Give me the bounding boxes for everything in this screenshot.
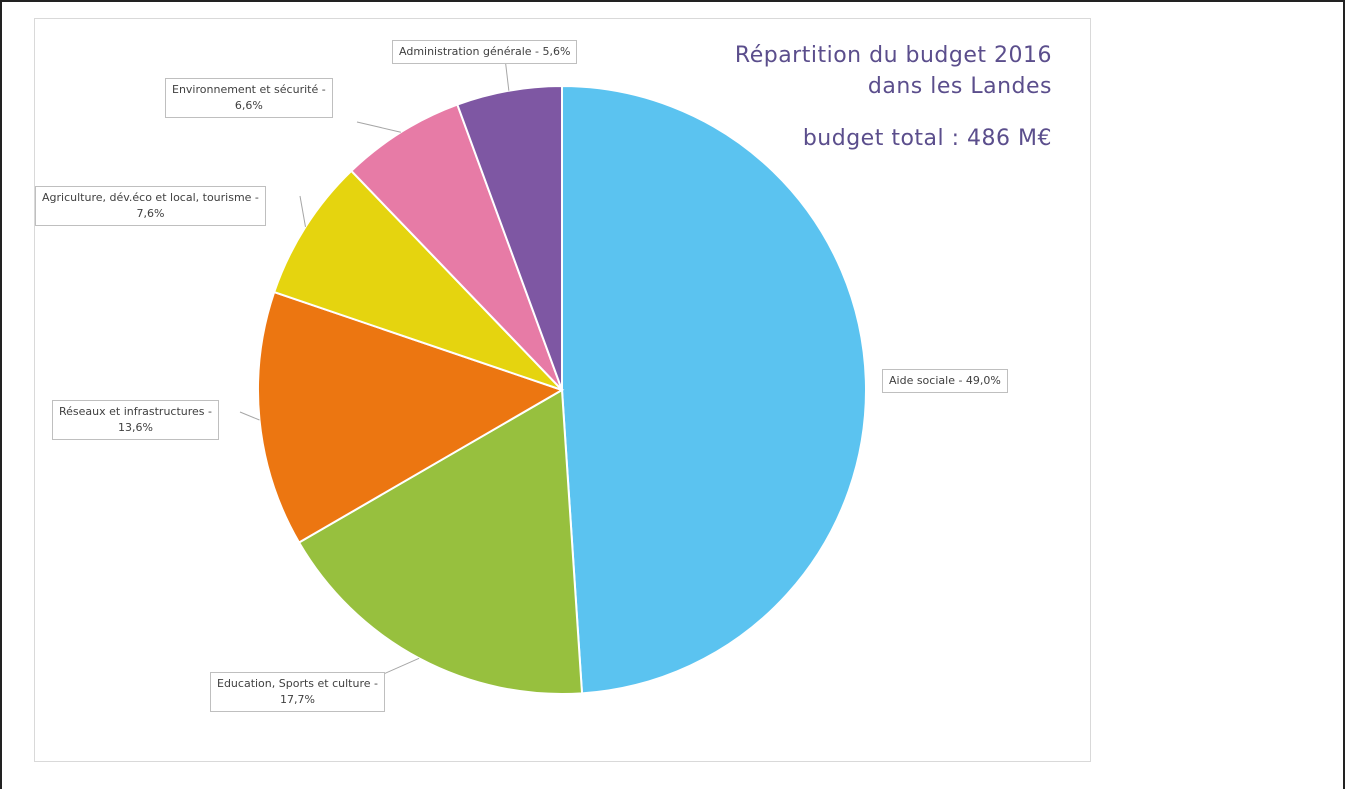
chart-title-line-1: Répartition du budget 2016	[735, 40, 1052, 71]
leader-line-environnement	[357, 122, 401, 132]
chart-title-line-2: dans les Landes	[735, 71, 1052, 102]
data-label-agriculture: Agriculture, dév.éco et local, tourisme …	[35, 186, 266, 226]
data-label-administration: Administration générale - 5,6%	[392, 40, 577, 64]
data-label-education: Education, Sports et culture - 17,7%	[210, 672, 385, 712]
data-label-environnement: Environnement et sécurité - 6,6%	[165, 78, 333, 118]
data-label-reseaux: Réseaux et infrastructures - 13,6%	[52, 400, 219, 440]
leader-line-reseaux	[240, 412, 259, 420]
budget-total-label: budget total : 486 M€	[735, 126, 1052, 151]
data-label-aide-sociale: Aide sociale - 49,0%	[882, 369, 1008, 393]
leader-line-agriculture	[300, 196, 305, 227]
chart-title-block: Répartition du budget 2016 dans les Land…	[735, 40, 1052, 151]
pie-slice-aide-sociale	[562, 86, 866, 693]
